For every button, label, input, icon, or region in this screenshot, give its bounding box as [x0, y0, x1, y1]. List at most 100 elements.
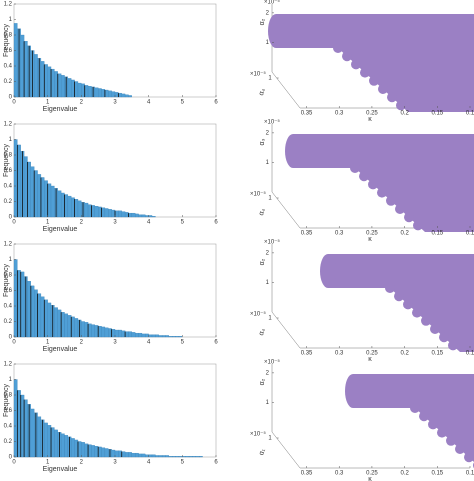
bar	[84, 443, 89, 458]
x-tick-label: 0.1	[466, 111, 474, 117]
x-tick-label: 1	[46, 340, 50, 346]
point-cloud	[403, 299, 413, 310]
z-axis-label: α₃	[259, 138, 266, 145]
bar	[165, 335, 170, 338]
bar	[114, 450, 119, 458]
x-tick-label: 3	[113, 100, 117, 106]
x-axis-label: κ	[368, 476, 372, 481]
bar	[185, 456, 190, 458]
y-tick-label: 1	[268, 196, 272, 202]
bar	[104, 448, 109, 458]
z-exponent: ×10⁻⁵	[264, 119, 280, 126]
y-tick-label: 0.6	[4, 168, 13, 174]
bar	[182, 456, 186, 458]
bar	[74, 199, 79, 218]
bar	[67, 195, 72, 218]
bar	[37, 174, 42, 218]
bar	[47, 425, 52, 458]
bar	[57, 190, 62, 218]
x-tick-label: 0	[12, 460, 16, 466]
x-tick-label: 0.25	[366, 231, 378, 237]
bar	[50, 185, 55, 218]
bar	[64, 435, 69, 458]
y-tick-label: 0.2	[4, 439, 13, 445]
point-cloud	[351, 59, 361, 70]
x-tick-label: 5	[181, 100, 185, 106]
y-tick-label: 0.4	[4, 424, 13, 430]
point-cloud	[413, 220, 423, 231]
y-tick-label: 0.2	[4, 319, 13, 325]
y-tick-label: 1	[9, 257, 13, 263]
bar	[111, 329, 116, 338]
bar	[168, 336, 173, 338]
bar	[175, 336, 180, 338]
y-axis-label: Frequency	[3, 263, 10, 297]
bar	[91, 445, 95, 458]
bar	[104, 327, 109, 338]
bar	[121, 93, 126, 98]
bar	[178, 336, 183, 338]
bar	[40, 296, 45, 338]
z-tick-label: 1	[266, 40, 270, 46]
bar	[50, 68, 55, 98]
y-tick-label: 1	[9, 17, 13, 23]
bar	[155, 455, 159, 458]
bar	[151, 454, 156, 458]
bar	[44, 299, 48, 338]
point-cloud	[342, 51, 352, 62]
bar	[54, 71, 58, 98]
point-cloud	[387, 92, 397, 103]
x-tick-label: 1	[46, 100, 50, 106]
point-cloud	[368, 179, 378, 190]
z-tick-label: 1	[266, 400, 270, 406]
bar	[44, 180, 48, 218]
bar	[23, 399, 28, 458]
bar	[23, 41, 28, 98]
point-cloud	[377, 187, 387, 198]
bar	[121, 451, 126, 458]
bar	[104, 208, 109, 218]
bar	[20, 34, 25, 98]
z-tick-label: 2	[266, 10, 270, 16]
bar	[188, 456, 193, 458]
bar	[30, 285, 35, 338]
bar	[77, 441, 82, 458]
x-axis-label: Eigenvalue	[43, 106, 78, 113]
y-axis-label: α₄	[258, 88, 267, 97]
bar	[124, 212, 129, 218]
point-cloud	[359, 171, 369, 182]
bar	[23, 156, 28, 218]
y-axis-label: α₄	[258, 328, 267, 337]
x-tick-label: 0.3	[335, 111, 344, 117]
point-cloud	[410, 403, 420, 413]
bar	[87, 86, 92, 98]
bar	[57, 73, 62, 98]
y-tick-label: 1.2	[4, 2, 13, 8]
bar	[47, 183, 52, 218]
x-tick-label: 0.1	[466, 471, 474, 477]
x-tick-label: 2	[80, 220, 84, 226]
bar	[30, 408, 35, 458]
point-cloud	[285, 134, 301, 168]
y-tick-label: 0.4	[4, 304, 13, 310]
point-cloud	[396, 100, 406, 111]
bar	[118, 92, 122, 98]
z-tick-label: 1	[266, 160, 270, 166]
bar	[81, 442, 85, 458]
bar	[94, 205, 99, 218]
x-tick-label: 2	[80, 340, 84, 346]
bar	[57, 309, 62, 338]
y-exponent: ×10⁻⁵	[250, 71, 266, 78]
x-tick-label: 0	[12, 220, 16, 226]
x-tick-label: 3	[113, 220, 117, 226]
bar	[101, 326, 106, 338]
bar	[114, 210, 119, 218]
bar	[77, 200, 82, 218]
bar	[175, 456, 180, 458]
bar	[71, 438, 75, 458]
bar	[94, 445, 99, 458]
y-tick-label: 0.2	[4, 199, 13, 205]
bar	[104, 89, 109, 98]
x-tick-label: 0.1	[466, 351, 474, 357]
y-axis-label: α₄	[258, 208, 267, 217]
